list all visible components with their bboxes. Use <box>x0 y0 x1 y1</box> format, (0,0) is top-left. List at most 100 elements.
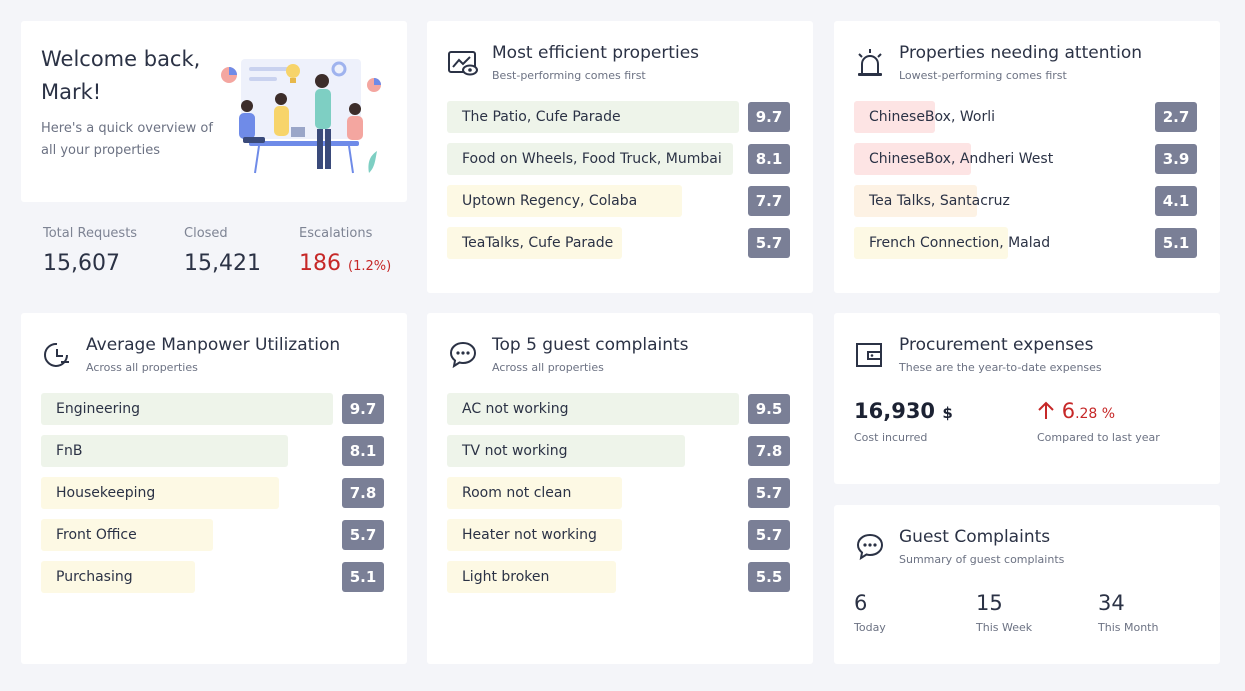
complaints-score-badge: 5.7 <box>748 520 790 550</box>
complaints-row-label: Heater not working <box>462 527 597 543</box>
manpower-bar <box>41 393 333 425</box>
welcome-title: Welcome back, Mark! <box>41 43 200 109</box>
alarm-light-icon <box>858 49 882 76</box>
efficient-row-label: The Patio, Cufe Parade <box>462 109 621 125</box>
efficient-bar <box>447 227 622 259</box>
attention-properties-card: Properties needing attention Lowest-perf… <box>834 21 1220 293</box>
manpower-list: Engineering 9.7 FnB 8.1 Housekeeping 7.8 Front… <box>41 393 384 603</box>
welcome-subtitle: Here's a quick overview of all your prop… <box>41 121 213 158</box>
welcome-card: Welcome back, Mark! Here's a quick overv… <box>21 21 407 202</box>
attention-bar <box>854 185 977 217</box>
manpower-bar <box>41 561 195 593</box>
manpower-bar <box>41 435 288 467</box>
complaints-bar <box>447 435 685 467</box>
efficient-row: TeaTalks, Cufe Parade 5.7 <box>447 227 790 259</box>
attention-row: French Connection, Malad 5.1 <box>854 227 1197 259</box>
change-value: 6 <box>1061 399 1076 423</box>
closed-value: 15,421 <box>184 251 261 276</box>
efficient-bar <box>447 185 682 217</box>
manpower-row: Engineering 9.7 <box>41 393 384 425</box>
attention-score-badge: 2.7 <box>1155 102 1197 132</box>
chart-eye-icon <box>448 51 478 76</box>
total-requests-label: Total Requests <box>43 226 138 241</box>
change-value-wrap: 6.28 % <box>1037 399 1160 423</box>
chat-bubbles-icon <box>856 533 884 561</box>
efficient-row-label: TeaTalks, Cufe Parade <box>462 235 614 251</box>
today-stat: 6 Today <box>854 591 886 634</box>
manpower-score-badge: 7.8 <box>342 478 384 508</box>
attention-bar <box>854 101 935 133</box>
manpower-bar <box>41 477 279 509</box>
escalations-value: 186 <box>299 251 341 276</box>
attention-row-label: French Connection, Malad <box>869 235 1051 251</box>
month-stat: 34 This Month <box>1098 591 1158 634</box>
week-label: This Week <box>976 621 1033 634</box>
attention-row-label: ChineseBox, Worli <box>869 109 995 125</box>
complaints-subtitle: Across all properties <box>492 361 604 374</box>
manpower-row-label: Front Office <box>56 527 137 543</box>
attention-title: Properties needing attention <box>899 43 1143 63</box>
manpower-score-badge: 9.7 <box>342 394 384 424</box>
efficient-score-badge: 8.1 <box>748 144 790 174</box>
chat-bubbles-icon <box>449 341 477 369</box>
complaints-row: Room not clean 5.7 <box>447 477 790 509</box>
stats-row: Total Requests 15,607 Closed 15,421 Esca… <box>43 226 403 286</box>
efficient-row-label: Uptown Regency, Colaba <box>462 193 638 209</box>
efficient-subtitle: Best-performing comes first <box>492 69 646 82</box>
efficient-row-label: Food on Wheels, Food Truck, Mumbai <box>462 151 722 167</box>
complaints-row-label: Light broken <box>462 569 550 585</box>
cost-unit: $ <box>942 404 953 422</box>
efficient-row: Uptown Regency, Colaba 7.7 <box>447 185 790 217</box>
clock-utilization-icon <box>44 342 69 367</box>
efficient-row: Food on Wheels, Food Truck, Mumbai 8.1 <box>447 143 790 175</box>
complaints-title: Top 5 guest complaints <box>492 335 689 355</box>
efficient-list: The Patio, Cufe Parade 9.7 Food on Wheels,… <box>447 101 790 269</box>
complaints-row: Light broken 5.5 <box>447 561 790 593</box>
manpower-row: FnB 8.1 <box>41 435 384 467</box>
week-stat: 15 This Week <box>976 591 1032 634</box>
complaints-row-label: Room not clean <box>462 485 572 501</box>
week-value: 15 <box>976 591 1003 615</box>
complaints-row: TV not working 7.8 <box>447 435 790 467</box>
manpower-score-badge: 5.7 <box>342 520 384 550</box>
attention-bar <box>854 227 1008 259</box>
change-block: 6.28 % Compared to last year <box>1037 399 1160 444</box>
complaints-row-label: TV not working <box>462 443 568 459</box>
manpower-score-badge: 5.1 <box>342 562 384 592</box>
manpower-row-label: Engineering <box>56 401 140 417</box>
complaints-list: AC not working 9.5 TV not working 7.8 Room n… <box>447 393 790 603</box>
change-label: Compared to last year <box>1037 431 1160 444</box>
closed-stat: Closed 15,421 <box>184 226 261 276</box>
attention-row-label: Tea Talks, Santacruz <box>869 193 1010 209</box>
procurement-card: Procurement expenses These are the year-… <box>834 313 1220 484</box>
attention-row-label: ChineseBox, Andheri West <box>869 151 1054 167</box>
manpower-row: Purchasing 5.1 <box>41 561 384 593</box>
manpower-row-label: Housekeeping <box>56 485 156 501</box>
month-label: This Month <box>1098 621 1159 634</box>
attention-score-badge: 4.1 <box>1155 186 1197 216</box>
procurement-title: Procurement expenses <box>899 335 1094 355</box>
complaints-bar <box>447 519 622 551</box>
manpower-subtitle: Across all properties <box>86 361 198 374</box>
attention-bar <box>854 143 971 175</box>
manpower-row-label: Purchasing <box>56 569 133 585</box>
closed-label: Closed <box>184 226 228 241</box>
escalations-percent: (1.2%) <box>348 259 392 274</box>
total-requests-stat: Total Requests 15,607 <box>43 226 137 276</box>
complaints-bar <box>447 477 622 509</box>
change-decimals: .28 % <box>1075 406 1116 422</box>
attention-score-badge: 3.9 <box>1155 144 1197 174</box>
efficient-bar <box>447 143 733 175</box>
top-complaints-card: Top 5 guest complaints Across all proper… <box>427 313 813 664</box>
cost-value: 16,930 <box>854 399 936 423</box>
complaints-row: Heater not working 5.7 <box>447 519 790 551</box>
escalations-stat: Escalations 186 (1.2%) <box>299 226 391 276</box>
efficient-score-badge: 5.7 <box>748 228 790 258</box>
attention-subtitle: Lowest-performing comes first <box>899 69 1067 82</box>
complaints-bar <box>447 393 739 425</box>
today-label: Today <box>854 621 886 634</box>
cost-block: 16,930 $ Cost incurred <box>854 399 953 444</box>
efficient-score-badge: 7.7 <box>748 186 790 216</box>
total-requests-value: 15,607 <box>43 251 120 276</box>
efficient-bar <box>447 101 739 133</box>
